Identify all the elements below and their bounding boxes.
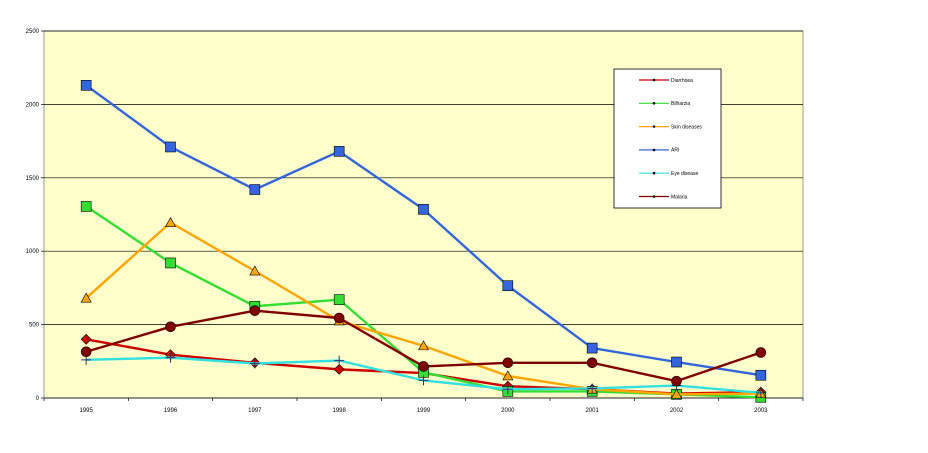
legend-marker-bilharzia [652, 102, 656, 105]
legend-label-ari: ARI [671, 148, 679, 154]
x-tick-label: 2003 [754, 408, 768, 414]
data-point-eye-disease [334, 355, 345, 366]
data-point-diarrhoea [80, 333, 92, 345]
legend-label-malaria: Malaria [671, 194, 688, 200]
data-point-skin-diseases [417, 340, 430, 351]
legend-marker-diarrhoea [652, 78, 656, 82]
data-point-eye-disease [587, 383, 598, 394]
y-tick-label: 1500 [26, 176, 40, 182]
data-point-eye-disease [418, 375, 429, 386]
data-point-malaria [586, 357, 598, 369]
x-tick-label: 2002 [670, 408, 684, 414]
data-point-skin-diseases [670, 388, 683, 399]
data-point-ari [502, 280, 514, 291]
legend-marker-malaria [652, 195, 656, 198]
data-point-eye-disease [502, 384, 513, 395]
x-tick-label: 1995 [79, 408, 93, 414]
data-point-malaria [671, 375, 682, 387]
legend-marker-ari [652, 148, 656, 152]
legend-label-bilharzia: Bilharzia [671, 101, 690, 107]
data-point-malaria [333, 312, 345, 324]
data-point-ari [165, 141, 176, 153]
legend-label-diarrhoea: Diarrhoea [671, 78, 693, 84]
y-tick-label: 0 [36, 396, 40, 402]
data-point-skin-diseases [164, 216, 177, 227]
data-point-eye-disease [249, 358, 260, 369]
x-tick-label: 1997 [248, 408, 262, 414]
data-point-malaria [249, 305, 261, 316]
x-tick-label: 1999 [417, 408, 431, 414]
data-point-eye-disease [755, 387, 766, 398]
legend-marker-eye-disease [652, 171, 656, 175]
data-point-malaria [80, 346, 92, 358]
x-tick-label: 2000 [501, 408, 515, 414]
data-point-ari [755, 369, 767, 381]
data-point-malaria [165, 321, 176, 333]
data-point-ari [586, 342, 598, 354]
data-point-malaria [418, 361, 429, 372]
data-point-bilharzia [165, 257, 176, 269]
legend [613, 68, 722, 209]
y-tick-label: 500 [29, 323, 40, 329]
data-point-bilharzia [80, 201, 92, 212]
data-point-eye-disease [165, 352, 176, 363]
data-point-skin-diseases [249, 265, 261, 276]
y-tick-label: 1000 [26, 249, 40, 255]
data-point-skin-diseases [502, 370, 514, 381]
y-tick-label: 2000 [26, 102, 40, 108]
data-point-ari [80, 80, 92, 91]
x-tick-label: 1996 [164, 408, 178, 414]
data-point-malaria [755, 347, 767, 358]
legend-label-skin-diseases: Skin diseases [671, 124, 702, 130]
y-tick-label: 2500 [26, 29, 40, 35]
data-point-ari [249, 184, 261, 195]
data-point-diarrhoea [333, 363, 345, 375]
data-point-ari [671, 356, 682, 368]
data-point-bilharzia [333, 294, 345, 305]
legend-marker-skin-diseases [652, 125, 656, 128]
data-point-skin-diseases [80, 292, 92, 303]
legend-label-eye-disease: Eye disease [671, 171, 698, 177]
x-tick-label: 2001 [585, 408, 599, 414]
data-point-ari [418, 204, 429, 215]
x-tick-label: 1998 [332, 408, 346, 414]
data-point-ari [333, 146, 345, 157]
data-point-malaria [502, 357, 514, 369]
